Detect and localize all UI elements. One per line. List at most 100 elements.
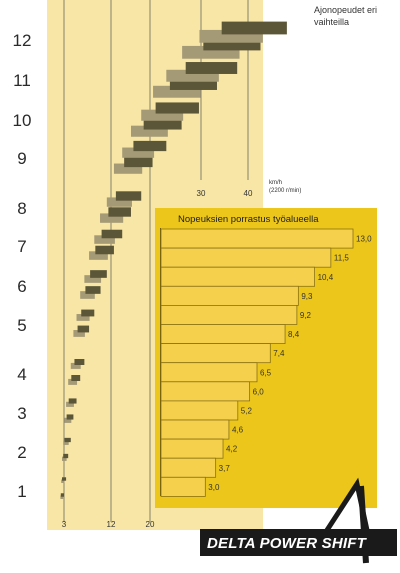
x-tick-label: 20	[146, 520, 155, 529]
range-bar-light-gear-2	[63, 440, 69, 445]
inset-bar	[160, 419, 230, 440]
range-bar-light-gear-4	[68, 378, 78, 385]
delta-power-shift-logo: DELTA POWER SHIFT	[200, 477, 397, 564]
gear-label: 10	[13, 111, 32, 130]
range-bar-light-gear-1	[61, 479, 65, 483]
range-bar-dark-gear-2	[64, 437, 71, 443]
inset-bar	[160, 476, 206, 497]
range-bars	[60, 21, 287, 499]
range-bar-light-gear-11	[153, 85, 201, 98]
rpm-note: (2200 r/min)	[269, 188, 301, 194]
range-bar-light-gear-10	[141, 109, 184, 121]
inset-title: Nopeuksien porrastus työalueella	[178, 214, 319, 225]
inset-bar	[160, 247, 332, 268]
range-bar-light-gear-9	[113, 163, 143, 174]
range-bar-light-gear-6	[84, 275, 102, 283]
inset-bar	[160, 228, 354, 249]
range-bar-dark-gear-11	[185, 62, 238, 74]
range-bar-light-gear-5	[76, 314, 90, 321]
inset-bar	[160, 266, 316, 287]
inset-bar-label: 3,0	[208, 483, 220, 492]
range-bar-light-gear-8	[106, 197, 132, 207]
logo-text: DELTA POWER SHIFT	[207, 535, 368, 552]
range-bar-dark-gear-6	[85, 286, 101, 294]
inset-bar	[160, 285, 299, 306]
range-bar-dark-gear-12	[221, 21, 287, 35]
range-bar-light-gear-6	[80, 291, 95, 299]
gear-label: 2	[17, 443, 26, 462]
range-bar-dark-gear-8	[108, 207, 131, 217]
gear-label: 3	[17, 404, 26, 423]
range-bar-dark-gear-9	[124, 156, 153, 168]
inset-bar-label: 9,2	[300, 311, 312, 320]
inset-bar-label: 6,0	[253, 387, 265, 396]
gear-label: 9	[17, 149, 26, 168]
range-bar-dark-gear-3	[66, 414, 74, 420]
range-bar-light-gear-10	[130, 125, 168, 137]
range-bar-light-gear-7	[89, 251, 108, 260]
inset-bar-label: 8,4	[288, 330, 300, 339]
inset-bar-label: 4,6	[232, 426, 244, 435]
range-bar-dark-gear-8	[115, 191, 142, 201]
range-bar-dark-gear-7	[95, 245, 114, 255]
inset-bar-label: 7,4	[273, 349, 285, 358]
unit-label: km/h	[269, 180, 282, 186]
inset-bar-label: 5,2	[241, 406, 253, 415]
range-bar-dark-gear-5	[77, 325, 90, 333]
range-bar-light-gear-2	[62, 456, 67, 461]
range-bar-light-gear-4	[70, 362, 81, 369]
range-bar-dark-gear-1	[62, 477, 67, 481]
inset-bar-label: 3,7	[219, 464, 231, 473]
chart-annotation-line1: Ajonopeudet eri	[314, 5, 377, 15]
inset-bar	[160, 381, 251, 402]
gear-label: 8	[17, 199, 26, 218]
gear-label: 11	[13, 71, 31, 90]
x-tick-label: 12	[107, 520, 116, 529]
range-bar-light-gear-9	[122, 147, 155, 158]
range-bar-dark-gear-2	[63, 453, 69, 459]
gear-label: 4	[17, 365, 26, 384]
inset-bar-label: 11,5	[334, 254, 350, 263]
gear-label: 1	[17, 482, 26, 501]
x-tick-labels: 3 12 20 30 40	[62, 189, 253, 529]
range-bar-light-gear-1	[60, 495, 64, 499]
inset-bar-label: 9,3	[301, 292, 313, 301]
inset-bar	[160, 304, 298, 325]
inset-bar-label: 10,4	[318, 273, 334, 282]
logo-box	[200, 529, 397, 556]
inset-bar	[160, 457, 217, 478]
range-bar-dark-gear-10	[143, 118, 182, 130]
x-tick-label: 40	[244, 189, 253, 198]
range-bar-light-gear-5	[73, 330, 85, 337]
inset-bars: 13,0 11,5 10,4 9,3 9,2 8,4 7,4 6,5 6,0 5,2 4,6 4,2 3…	[160, 228, 372, 497]
range-bar-dark-gear-1	[60, 493, 64, 497]
range-bar-light-gear-11	[166, 69, 219, 82]
range-bar-light-gear-7	[94, 235, 115, 244]
inset-bar-label: 6,5	[260, 368, 272, 377]
range-bar-dark-gear-9	[133, 140, 167, 152]
inset-bar	[160, 362, 258, 383]
range-bar-light-gear-8	[100, 213, 124, 223]
gear-label: 12	[13, 31, 32, 50]
gear-label: 5	[17, 316, 26, 335]
range-bar-dark-gear-7	[101, 229, 123, 239]
chart-annotation-line2: vaihteilla	[314, 17, 349, 27]
gear-label: 7	[17, 237, 26, 256]
range-bar-dark-gear-4	[71, 375, 81, 381]
gear-label: 6	[17, 277, 26, 296]
range-bar-dark-gear-4	[74, 359, 85, 365]
range-bar-light-gear-3	[64, 417, 72, 423]
inset-bar-label: 13,0	[356, 235, 372, 244]
range-bar-dark-gear-11	[169, 78, 217, 90]
range-bar-dark-gear-3	[68, 398, 77, 404]
range-bar-dark-gear-6	[90, 270, 107, 278]
inset-bar	[160, 400, 239, 421]
inset-bar	[160, 438, 224, 459]
range-bar-dark-gear-5	[81, 309, 95, 317]
inset-bar-label: 4,2	[226, 445, 238, 454]
range-bar-light-gear-3	[66, 401, 74, 407]
range-bar-dark-gear-10	[155, 102, 199, 114]
